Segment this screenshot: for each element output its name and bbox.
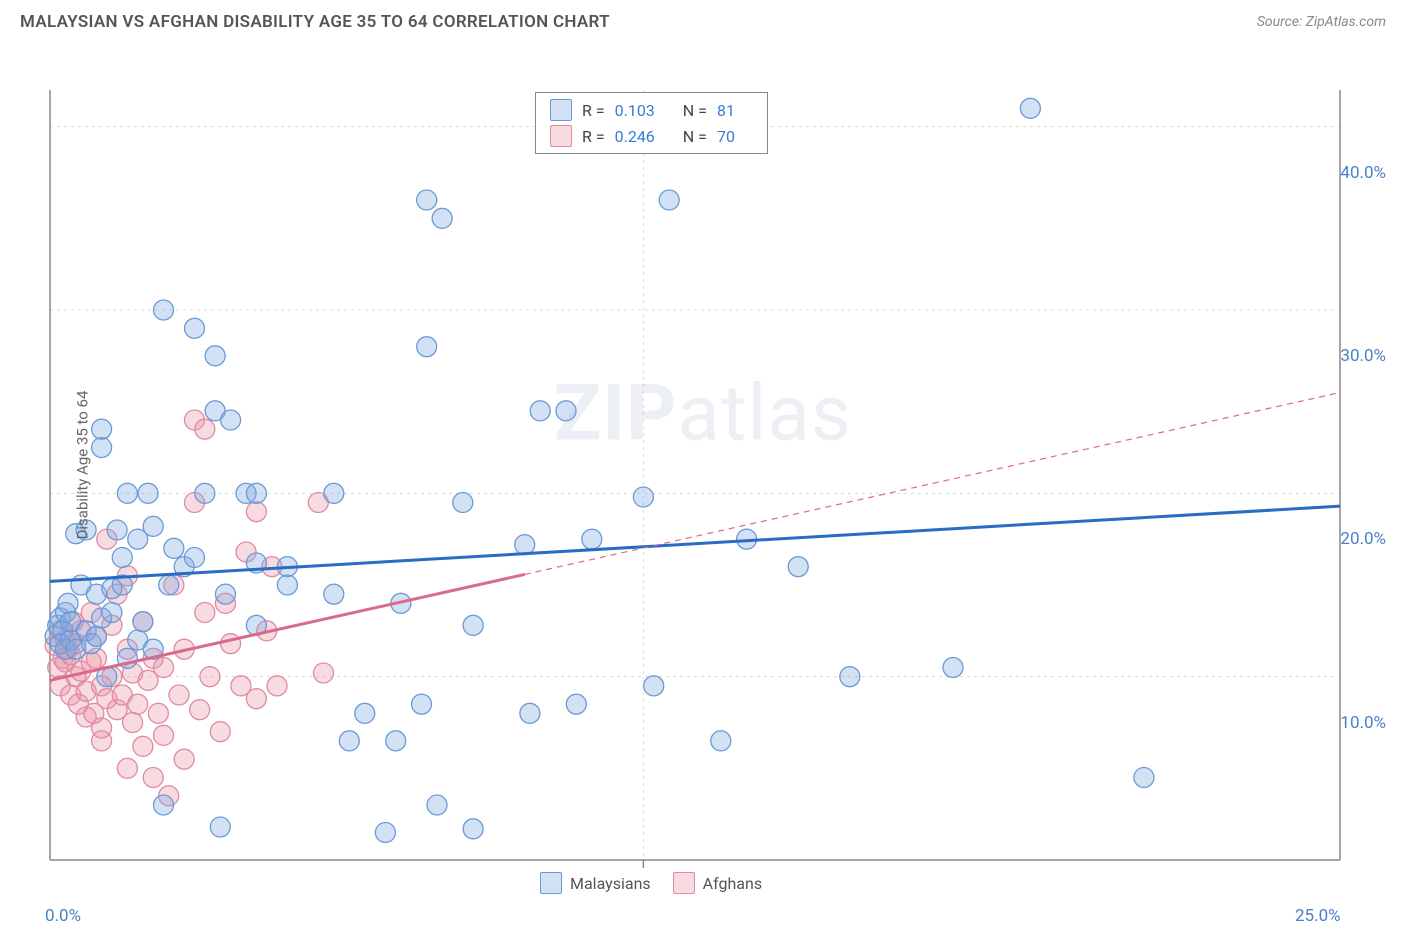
series-swatch bbox=[550, 125, 572, 147]
y-tick-label: 20.0% bbox=[1340, 529, 1386, 549]
legend-swatch bbox=[540, 872, 562, 894]
correlation-row: R =0.103 N =81 bbox=[536, 97, 767, 123]
scatter-plot-svg bbox=[0, 40, 1406, 900]
y-axis-label: Disability Age 35 to 64 bbox=[73, 391, 91, 540]
legend-swatch bbox=[673, 872, 695, 894]
y-tick-label: 40.0% bbox=[1340, 163, 1386, 183]
y-tick-label: 30.0% bbox=[1340, 346, 1386, 366]
legend-item: Malaysians bbox=[540, 872, 651, 894]
x-tick-label: 25.0% bbox=[1295, 906, 1341, 926]
legend-item: Afghans bbox=[673, 872, 762, 894]
chart-area: Disability Age 35 to 64 ZIPatlas 10.0%20… bbox=[0, 40, 1406, 890]
legend: Malaysians Afghans bbox=[540, 872, 762, 894]
chart-header: MALAYSIAN VS AFGHAN DISABILITY AGE 35 TO… bbox=[0, 0, 1406, 40]
chart-title: MALAYSIAN VS AFGHAN DISABILITY AGE 35 TO… bbox=[20, 12, 610, 32]
x-tick-label: 0.0% bbox=[45, 906, 81, 926]
legend-label: Malaysians bbox=[570, 874, 651, 893]
correlation-row: R =0.246 N =70 bbox=[536, 123, 767, 149]
correlation-box: R =0.103 N =81 R =0.246 N =70 bbox=[535, 92, 768, 154]
chart-source: Source: ZipAtlas.com bbox=[1257, 14, 1386, 30]
series-swatch bbox=[550, 99, 572, 121]
legend-label: Afghans bbox=[703, 874, 762, 893]
y-tick-label: 10.0% bbox=[1340, 713, 1386, 733]
